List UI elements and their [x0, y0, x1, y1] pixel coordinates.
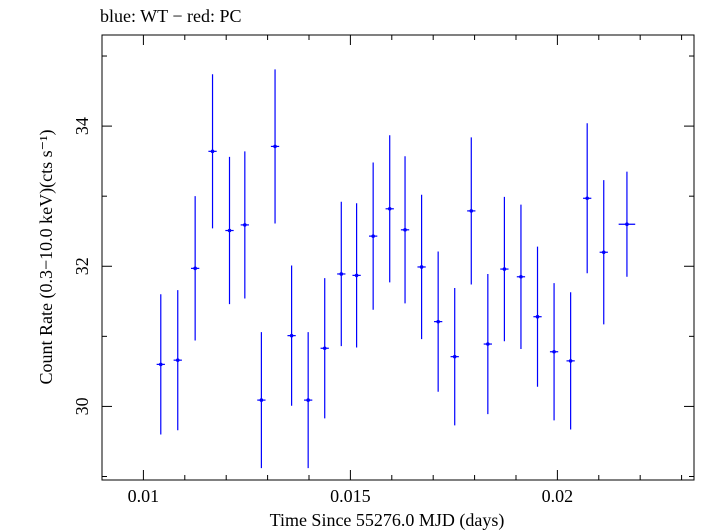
x-axis: 0.01 0.015 0.02 [101, 35, 683, 506]
data-point [434, 251, 443, 392]
data-point [352, 203, 361, 348]
data-point [549, 283, 559, 421]
data-point [208, 74, 217, 229]
y-tick-label: 34 [72, 117, 92, 135]
point-marker [535, 314, 540, 319]
data-point [618, 171, 636, 277]
x-axis-label: Time Since 55276.0 MJD (days) [270, 510, 505, 531]
point-marker [227, 228, 232, 233]
data-point [173, 290, 182, 431]
data-point [257, 332, 266, 469]
point-marker [403, 228, 407, 232]
point-marker [306, 398, 310, 402]
data-point [369, 162, 378, 310]
point-marker [436, 319, 440, 324]
plot-frame [101, 34, 695, 481]
point-marker [486, 342, 490, 346]
data-point [400, 156, 410, 304]
data-point [599, 180, 608, 325]
point-marker [601, 250, 606, 255]
data-point [533, 246, 542, 387]
data-point [156, 294, 165, 435]
point-marker [339, 272, 344, 276]
point-marker [519, 274, 523, 279]
point-marker [259, 398, 264, 402]
data-point [287, 265, 296, 406]
point-marker [419, 265, 424, 269]
data-point [583, 123, 592, 274]
chart-title: blue: WT − red: PC [100, 6, 241, 26]
point-marker [568, 359, 573, 363]
point-marker [502, 267, 507, 271]
data-point [566, 292, 575, 430]
point-marker [585, 196, 589, 201]
point-marker [371, 234, 375, 238]
point-marker [243, 223, 247, 227]
point-marker [210, 149, 215, 154]
y-axis: 30 32 34 [72, 55, 694, 477]
data-point [320, 278, 329, 419]
point-marker [552, 349, 556, 354]
data-point [385, 135, 394, 283]
data-point [191, 196, 200, 341]
point-marker [625, 222, 629, 227]
point-marker [273, 144, 277, 149]
point-marker [354, 273, 359, 278]
y-tick-label: 30 [72, 397, 92, 415]
data-point [500, 196, 509, 342]
point-marker [322, 346, 327, 351]
x-tick-label: 0.02 [542, 486, 574, 506]
point-marker [193, 266, 197, 271]
x-tick-label: 0.01 [128, 486, 160, 506]
data-series [156, 69, 636, 469]
data-point [270, 69, 280, 224]
data-point [483, 273, 492, 415]
data-point [304, 332, 313, 469]
point-marker [175, 358, 180, 362]
point-marker [452, 354, 457, 359]
data-point [516, 204, 526, 349]
data-point [225, 156, 234, 305]
data-point [450, 287, 459, 426]
data-point [417, 194, 426, 340]
y-tick-label: 32 [72, 257, 92, 275]
point-marker [158, 362, 163, 367]
data-point [467, 137, 476, 285]
point-marker [289, 333, 294, 338]
y-axis-label: Count Rate (0.3−10.0 keV)(cts s⁻¹) [36, 129, 57, 384]
data-point [337, 201, 346, 347]
data-point [240, 151, 249, 299]
point-marker [469, 209, 474, 213]
point-marker [387, 206, 392, 211]
x-tick-label: 0.015 [330, 486, 371, 506]
